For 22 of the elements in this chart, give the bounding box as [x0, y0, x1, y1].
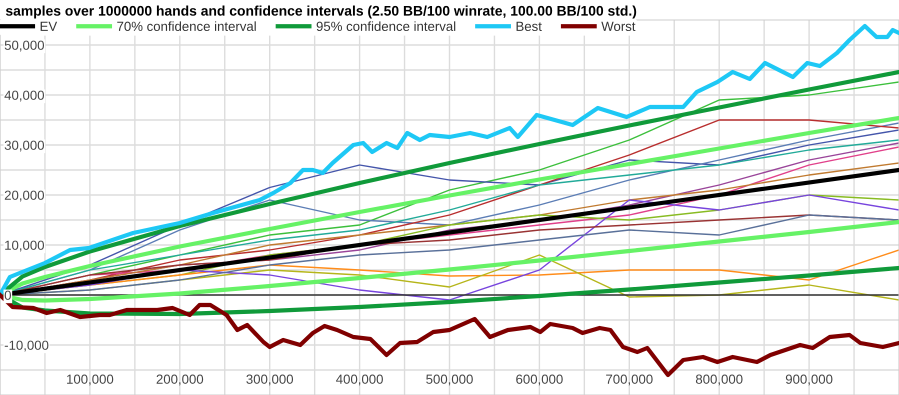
x-tick-label: 500,000: [426, 374, 473, 386]
y-tick-label: -10,000: [4, 340, 48, 352]
legend-label: Best: [516, 22, 542, 32]
legend-label: 95% confidence interval: [316, 21, 456, 32]
y-tick-label: 10,000: [5, 240, 44, 252]
x-tick-label: 900,000: [786, 374, 832, 386]
y-tick-label: 20,000: [4, 190, 44, 202]
y-tick-label: 40,000: [4, 90, 44, 102]
legend-label: Worst: [601, 22, 636, 32]
x-tick-label: 100,000: [67, 374, 114, 386]
y-tick-label: 50,000: [4, 40, 44, 52]
legend-label: 70% confidence interval: [117, 21, 256, 32]
y-tick-label: 30,000: [4, 140, 44, 152]
chart-title: samples over 1000000 hands and confidence intervals (2.50 BB/100 winrate, 100.00 BB/100 std.): [6, 6, 636, 18]
x-tick-label: 300,000: [246, 374, 294, 386]
x-tick-label: 400,000: [336, 374, 383, 386]
y-tick-label: 0: [4, 290, 11, 300]
x-tick-label: 800,000: [696, 374, 743, 386]
x-tick-label: 200,000: [156, 374, 204, 386]
x-tick-label: 600,000: [516, 374, 563, 386]
x-tick-label: 700,000: [606, 374, 653, 386]
legend-label: EV: [40, 22, 58, 31]
